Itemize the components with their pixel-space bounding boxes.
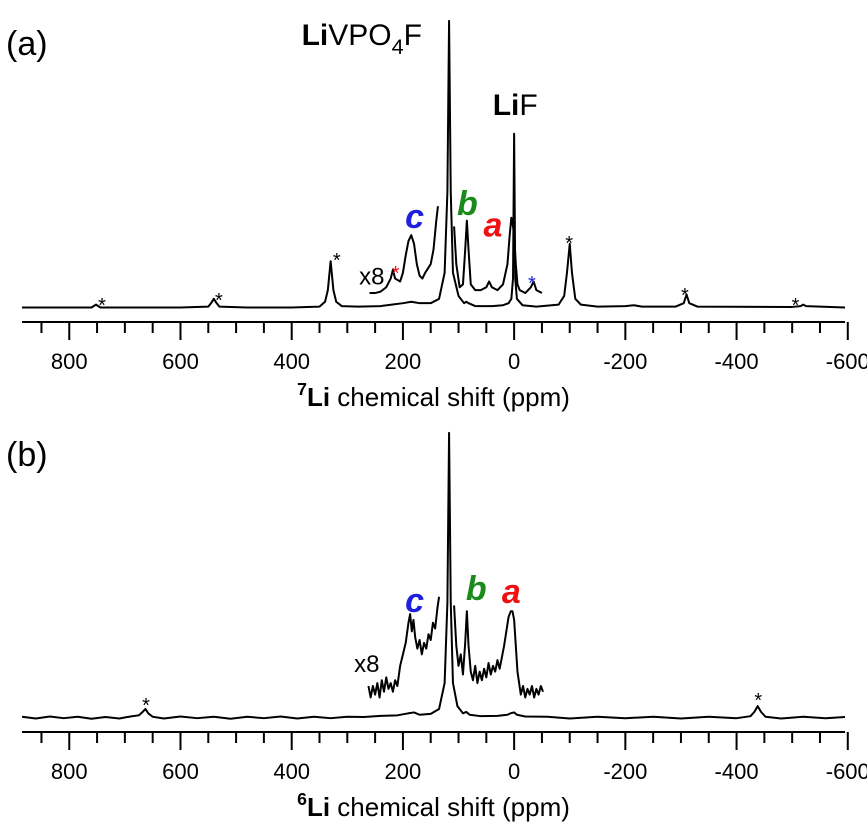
text-part: Li: [302, 19, 329, 52]
spectrum-line: [21, 431, 846, 720]
annotation: *: [681, 285, 689, 307]
text-part: *: [333, 250, 341, 272]
text-part: c: [405, 582, 424, 620]
annotation: LiVPO4F: [302, 19, 422, 59]
x-tick-label: -400: [715, 759, 759, 784]
x-tick-label: 200: [385, 349, 422, 374]
text-part: b: [466, 570, 487, 608]
text-part: *: [565, 233, 573, 255]
text-part: 4: [392, 34, 404, 59]
panel-label: (a): [6, 25, 48, 63]
x-tick-label: 0: [508, 349, 520, 374]
text-part: *: [392, 263, 400, 285]
text-part: x8: [359, 263, 384, 290]
text-part: 6: [297, 789, 307, 809]
annotation: c: [405, 198, 424, 236]
x-tick-label: 600: [162, 349, 199, 374]
text-part: x8: [354, 651, 379, 678]
annotation: *: [392, 263, 400, 285]
annotation: x8: [359, 263, 384, 290]
x-tick-label: 800: [51, 349, 88, 374]
text-part: c: [405, 198, 424, 236]
annotation: *: [215, 290, 223, 312]
text-part: Li: [493, 89, 520, 122]
annotation: *: [142, 695, 150, 717]
text-part: Li: [307, 792, 330, 822]
annotation: x8: [354, 651, 379, 678]
x-tick-label: -200: [603, 349, 647, 374]
text-part: *: [215, 290, 223, 312]
text-part: *: [792, 295, 800, 317]
annotation: *: [792, 295, 800, 317]
annotation: c: [405, 582, 424, 620]
text-part: chemical shift (ppm): [330, 382, 570, 412]
x-tick-label: 400: [273, 349, 310, 374]
text-part: *: [528, 273, 536, 295]
text-part: F: [404, 19, 422, 52]
x-tick-label: -200: [603, 759, 647, 784]
panel-label: (b): [6, 436, 48, 474]
text-part: F: [519, 89, 537, 122]
x-axis-label: 6Li chemical shift (ppm): [297, 789, 570, 822]
text-part: a: [484, 207, 503, 245]
text-part: b: [457, 185, 478, 223]
annotation: *: [528, 273, 536, 295]
panel: (b) 800 600 400 200 0 -200 -400 -600 6Li chemical…: [6, 431, 867, 822]
x-tick-label: 0: [508, 759, 520, 784]
spectrum-line: [369, 206, 543, 295]
text-part: *: [681, 285, 689, 307]
annotation: *: [754, 690, 762, 712]
text-part: *: [98, 295, 106, 317]
annotation: *: [98, 295, 106, 317]
x-tick-label: 800: [51, 759, 88, 784]
spectrum-line: [367, 596, 544, 699]
annotation: b: [457, 185, 478, 223]
x-tick-label: -400: [715, 349, 759, 374]
annotation: b: [466, 570, 487, 608]
annotation: *: [333, 250, 341, 272]
text-part: a: [502, 573, 521, 611]
x-tick-label: 200: [385, 759, 422, 784]
text-part: VPO: [328, 19, 391, 52]
text-part: *: [754, 690, 762, 712]
annotation: a: [484, 207, 503, 245]
text-part: Li: [307, 382, 330, 412]
text-part: *: [142, 695, 150, 717]
annotation: LiF: [493, 89, 538, 122]
spectrum-line: [22, 19, 846, 309]
x-tick-label: -600: [826, 349, 867, 374]
text-part: chemical shift (ppm): [330, 792, 570, 822]
x-tick-label: 600: [162, 759, 199, 784]
x-axis-label: 7Li chemical shift (ppm): [297, 379, 570, 412]
text-part: 7: [297, 379, 307, 399]
annotation: *: [565, 233, 573, 255]
x-tick-label: 400: [273, 759, 310, 784]
x-tick-label: -600: [826, 759, 867, 784]
annotation: a: [502, 573, 521, 611]
